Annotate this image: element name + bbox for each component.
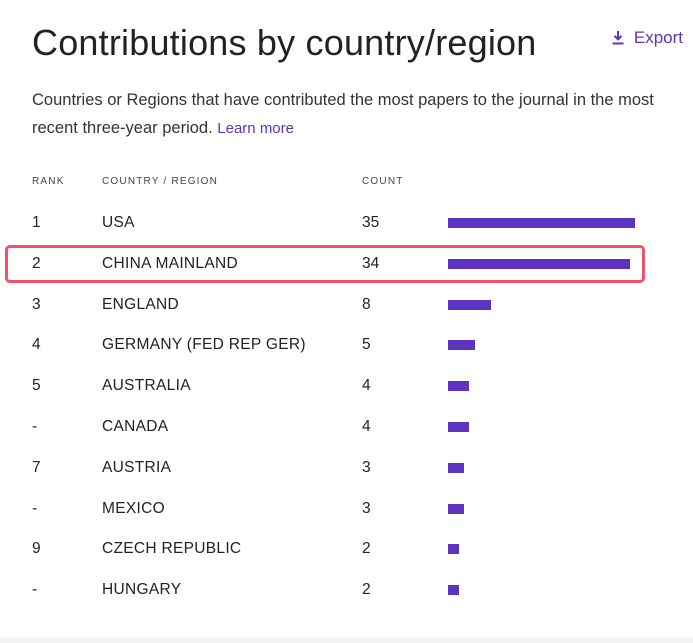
count-bar <box>448 340 475 351</box>
table-row: 1 USA 35 <box>0 203 693 244</box>
learn-more-link[interactable]: Learn more <box>217 120 294 137</box>
count-bar <box>448 299 491 310</box>
table-row: 3 ENGLAND 8 <box>0 285 693 326</box>
column-header-count: COUNT <box>362 176 404 187</box>
country-cell: GERMANY (FED REP GER) <box>102 336 306 354</box>
export-button[interactable]: Export <box>612 28 683 48</box>
rank-cell: 5 <box>32 377 41 395</box>
description: Countries or Regions that have contribut… <box>32 86 672 143</box>
rank-cell: 4 <box>32 336 41 354</box>
count-cell: 4 <box>362 417 371 435</box>
count-bar <box>448 258 630 269</box>
rank-cell: - <box>32 499 38 517</box>
count-bar <box>448 381 469 392</box>
country-cell: AUSTRALIA <box>102 377 191 395</box>
count-cell: 4 <box>362 377 371 395</box>
country-cell: HUNGARY <box>102 581 182 599</box>
country-cell: CHINA MAINLAND <box>102 254 238 272</box>
count-cell: 5 <box>362 336 371 354</box>
table-row: 7 AUSTRIA 3 <box>0 448 693 489</box>
column-header-country: COUNTRY / REGION <box>102 176 219 187</box>
count-cell: 8 <box>362 295 371 313</box>
description-text: Countries or Regions that have contribut… <box>32 91 654 137</box>
count-bar <box>448 503 464 514</box>
count-bar <box>448 421 469 432</box>
count-cell: 34 <box>362 254 380 272</box>
column-header-rank: RANK <box>32 176 65 187</box>
country-table: 1 USA 35 2 CHINA MAINLAND 34 3 ENGLAND 8 4 GERMANY… <box>0 203 693 611</box>
rank-cell: 9 <box>32 540 41 558</box>
page-title: Contributions by country/region <box>32 22 537 63</box>
country-cell: CANADA <box>102 417 169 435</box>
table-row: - HUNGARY 2 <box>0 570 693 611</box>
table-row: 2 CHINA MAINLAND 34 <box>0 244 693 285</box>
table-header: RANK COUNTRY / REGION COUNT <box>0 176 693 190</box>
count-bar <box>448 585 459 596</box>
panel-bottom-divider <box>0 637 693 643</box>
table-row: - CANADA 4 <box>0 407 693 448</box>
table-row: - MEXICO 3 <box>0 489 693 530</box>
count-cell: 3 <box>362 499 371 517</box>
count-cell: 2 <box>362 581 371 599</box>
country-cell: MEXICO <box>102 499 165 517</box>
count-bar <box>448 544 459 555</box>
count-bar <box>448 462 464 473</box>
country-cell: ENGLAND <box>102 295 180 313</box>
rank-cell: 1 <box>32 214 41 231</box>
rank-cell: 7 <box>32 458 41 476</box>
rank-cell: 2 <box>32 254 41 272</box>
count-cell: 2 <box>362 540 371 558</box>
export-label: Export <box>633 28 683 47</box>
rank-cell: - <box>32 581 38 599</box>
rank-cell: 3 <box>32 295 41 313</box>
count-bar <box>448 218 635 228</box>
country-cell: USA <box>102 214 135 231</box>
table-row: 5 AUSTRALIA 4 <box>0 366 693 407</box>
count-cell: 35 <box>362 214 380 231</box>
country-cell: CZECH REPUBLIC <box>102 540 242 558</box>
count-cell: 3 <box>362 458 371 476</box>
country-cell: AUSTRIA <box>102 458 172 476</box>
rank-cell: - <box>32 417 38 435</box>
table-row: 9 CZECH REPUBLIC 2 <box>0 529 693 570</box>
download-icon <box>612 31 624 45</box>
table-row: 4 GERMANY (FED REP GER) 5 <box>0 325 693 366</box>
